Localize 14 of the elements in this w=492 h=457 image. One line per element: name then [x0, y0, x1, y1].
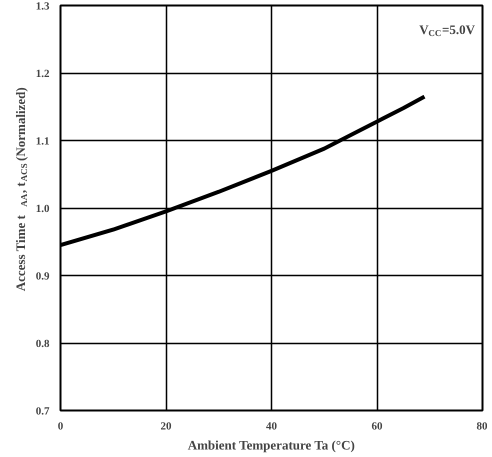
- x-axis-title: Ambient Temperature Ta (°C): [188, 438, 355, 452]
- y-tick-label: 1.3: [36, 0, 50, 12]
- y-axis-title: Access Time tAA, tACS (Normalized): [13, 87, 29, 292]
- x-tick-label: 20: [160, 420, 172, 432]
- x-tick-label: 80: [476, 420, 488, 432]
- y-tick-label: 0.8: [36, 338, 50, 350]
- y-tick-label: 1.2: [36, 68, 50, 80]
- y-tick-label: 1.0: [36, 203, 50, 215]
- y-tick-label: 0.7: [36, 406, 50, 418]
- x-tick-label: 0: [58, 420, 64, 432]
- y-tick-label: 0.9: [36, 270, 50, 282]
- x-tick-label: 40: [266, 420, 278, 432]
- x-tick-label: 60: [372, 420, 383, 432]
- y-tick-label: 1.1: [36, 136, 50, 148]
